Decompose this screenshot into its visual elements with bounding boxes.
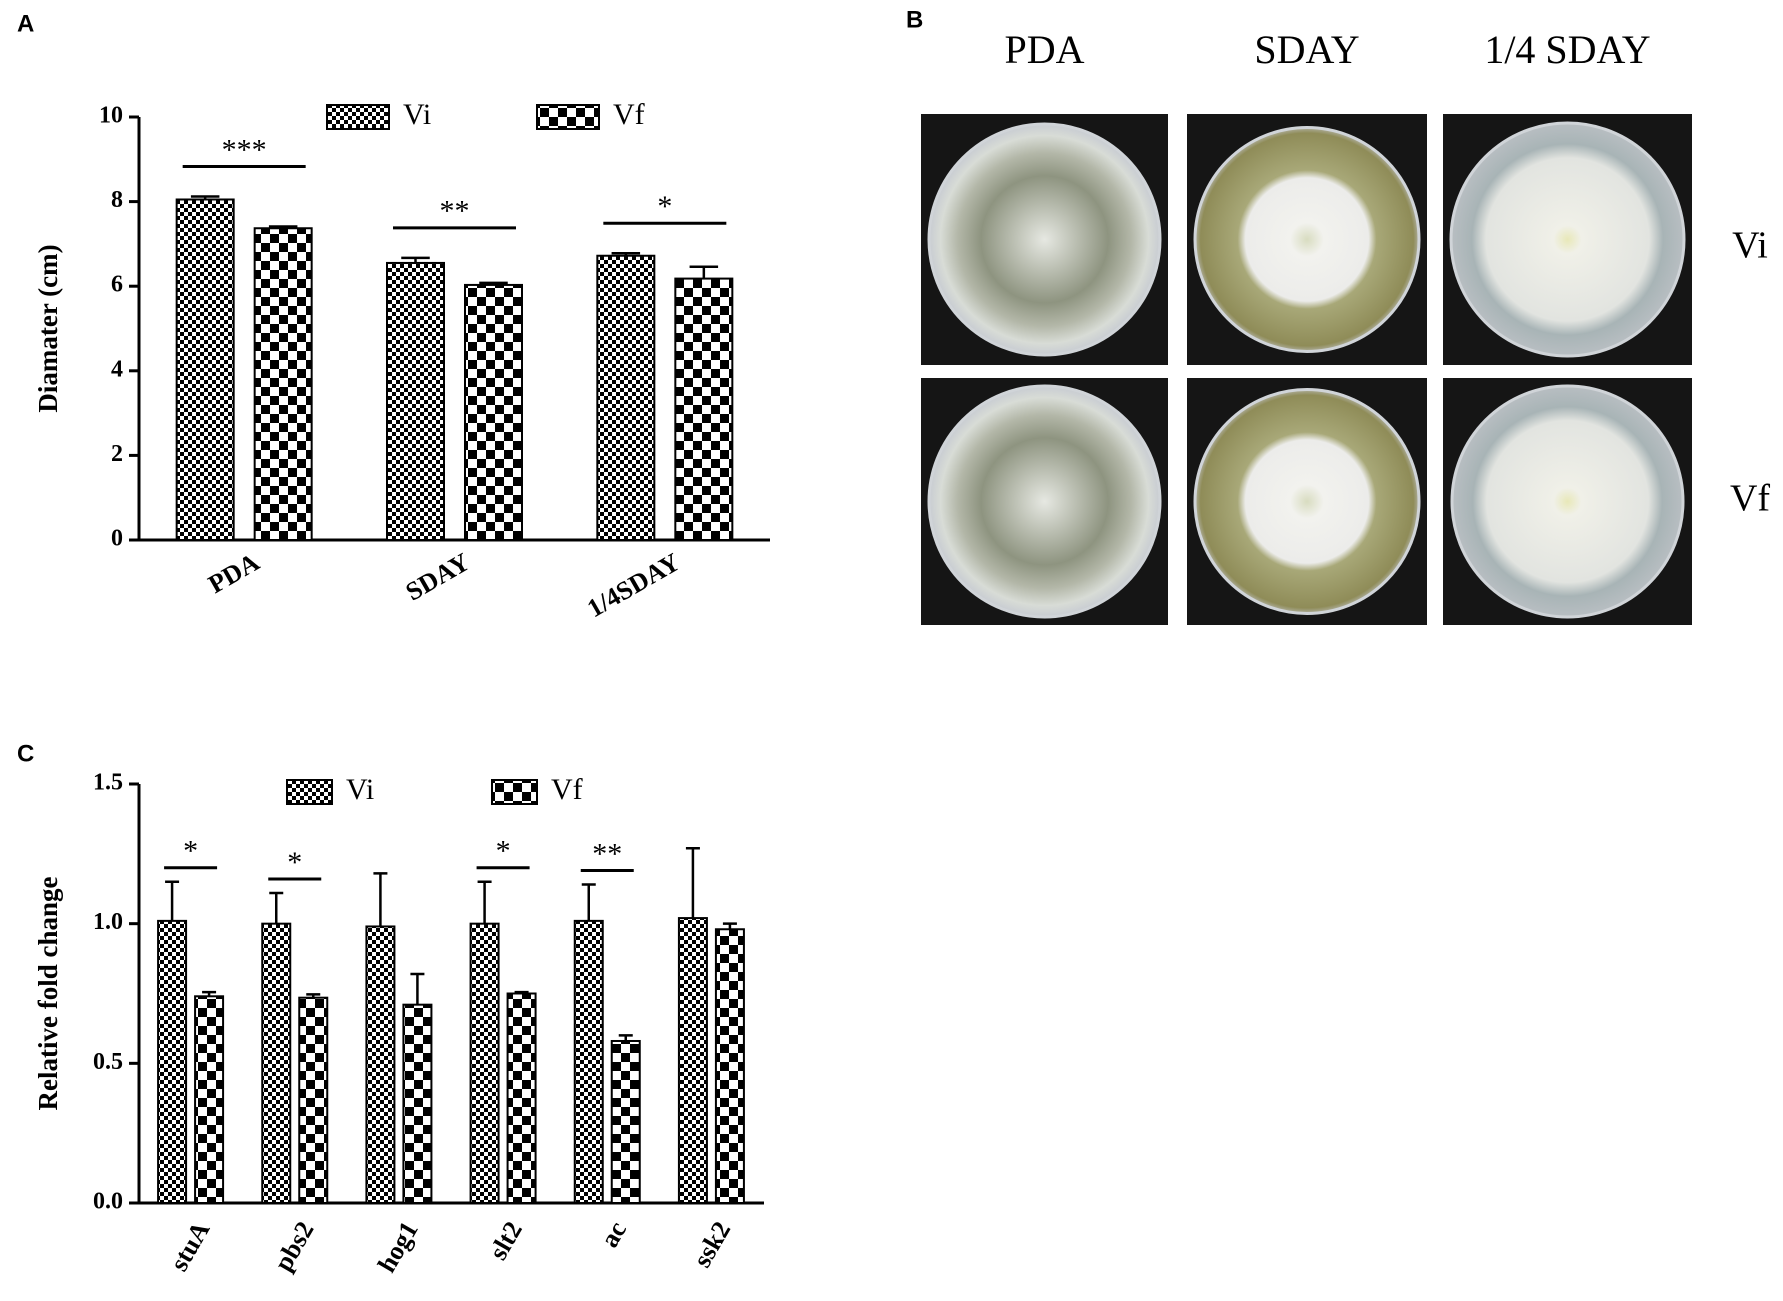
bar	[157, 919, 188, 1205]
x-tick-label: ssk2	[687, 1216, 736, 1272]
y-tick-label: 1.0	[93, 909, 123, 935]
legend-swatch	[536, 104, 600, 130]
error-bar	[410, 972, 425, 1005]
petri-dish	[1449, 121, 1686, 358]
panel-letter: A	[17, 10, 34, 37]
bar	[469, 922, 500, 1205]
y-tick-label: 2	[111, 441, 123, 467]
significance-label: **	[440, 195, 470, 228]
legend-swatch	[491, 779, 538, 805]
significance-label: *	[287, 846, 302, 879]
bar	[677, 917, 708, 1205]
error-bar	[165, 880, 180, 921]
bar	[253, 227, 313, 541]
petri-dish	[1193, 126, 1421, 353]
y-tick-label: 0	[111, 526, 123, 552]
error-bar	[581, 883, 596, 921]
photo-panel: PDA SDAY 1/4 SDAY Vi Vf	[921, 27, 1770, 625]
y-tick-label: 6	[111, 272, 123, 298]
y-tick-label: 10	[99, 103, 123, 129]
error-bar	[685, 846, 700, 919]
petri-dish	[927, 384, 1162, 619]
bar	[175, 198, 235, 542]
row-label: Vf	[1730, 478, 1770, 520]
significance-label: *	[496, 835, 511, 868]
petri-dish	[1193, 388, 1421, 615]
bar	[674, 277, 734, 541]
bar	[402, 1003, 433, 1204]
x-tick-label: ac	[595, 1216, 632, 1252]
column-header: PDA	[1004, 27, 1084, 72]
legend-label: Vi	[346, 773, 374, 806]
x-tick-label: stuA	[164, 1216, 215, 1276]
panel-letter: C	[17, 740, 34, 767]
bar	[610, 1039, 641, 1205]
bar	[506, 992, 537, 1204]
bar	[194, 995, 225, 1204]
significance-label: ***	[222, 133, 267, 166]
bar	[298, 996, 329, 1204]
column-header: 1/4 SDAY	[1484, 27, 1650, 72]
legend-label: Vf	[613, 98, 645, 131]
bar	[573, 919, 604, 1205]
legend-swatch	[326, 104, 390, 130]
bar	[365, 925, 396, 1205]
error-bar	[269, 891, 284, 924]
x-tick-label: hog1	[372, 1216, 424, 1277]
legend-label: Vi	[403, 98, 431, 131]
x-tick-label: SDAY	[401, 547, 475, 606]
error-bar	[373, 872, 388, 927]
y-tick-label: 0.0	[93, 1189, 123, 1215]
x-tick-label: 1/4SDAY	[582, 547, 685, 623]
significance-label: *	[183, 835, 198, 868]
error-bar	[477, 880, 492, 924]
y-tick-label: 1.5	[93, 770, 123, 796]
y-tick-label: 0.5	[93, 1049, 123, 1075]
bar	[386, 261, 445, 541]
y-axis-label: Relative fold change	[33, 877, 63, 1111]
column-header: SDAY	[1254, 27, 1359, 72]
petri-dish	[927, 122, 1162, 357]
panel-letter: B	[906, 6, 923, 33]
error-bar	[689, 265, 719, 279]
bar	[714, 928, 745, 1205]
legend-label: Vf	[551, 773, 583, 806]
x-tick-label: PDA	[203, 547, 264, 599]
bar	[596, 254, 656, 542]
y-tick-label: 8	[111, 187, 123, 213]
significance-label: **	[592, 837, 622, 870]
y-axis-label: Diamater (cm)	[33, 244, 63, 412]
x-tick-label: pbs2	[268, 1216, 319, 1276]
x-tick-label: slt2	[483, 1216, 528, 1264]
significance-label: *	[657, 190, 672, 223]
y-tick-label: 4	[111, 356, 123, 382]
row-label: Vi	[1732, 225, 1768, 267]
bar	[261, 922, 292, 1205]
bar	[464, 283, 523, 541]
petri-dish	[1450, 384, 1685, 619]
legend-swatch	[286, 779, 333, 805]
